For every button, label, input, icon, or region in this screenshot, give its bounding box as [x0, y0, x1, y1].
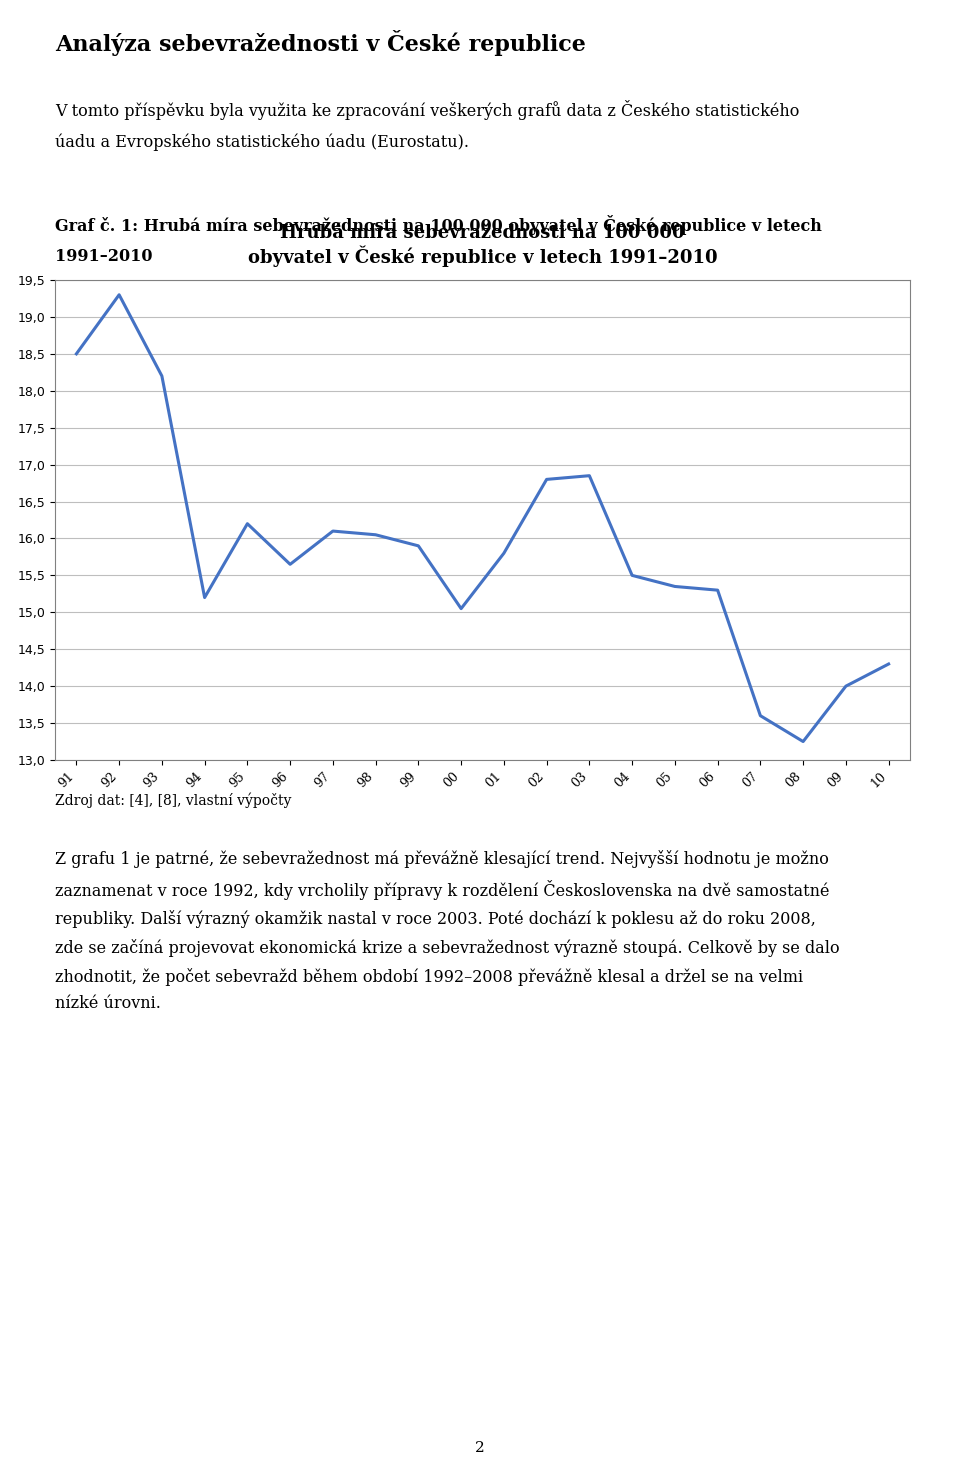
Text: V tomto příspěvku byla využita ke zpracování veškerých grafů data z Českého stat: V tomto příspěvku byla využita ke zpraco… — [55, 101, 800, 151]
Title: Hrubá míra sebevražednosti na 100 000
obyvatel v České republice v letech 1991–2: Hrubá míra sebevražednosti na 100 000 ob… — [248, 225, 717, 268]
Text: Z grafu 1 je patrné, že sebevražednost má převážně klesající trend. Nejvyšší hod: Z grafu 1 je patrné, že sebevražednost m… — [55, 850, 840, 1012]
Text: 2: 2 — [475, 1441, 485, 1455]
Text: Analýza sebevražednosti v České republice: Analýza sebevražednosti v České republic… — [55, 30, 586, 56]
Text: Graf č. 1: Hrubá míra sebevražednosti na 100 000 obyvatel v České republice v le: Graf č. 1: Hrubá míra sebevražednosti na… — [55, 214, 822, 235]
Text: Zdroj dat: [4], [8], vlastní výpočty: Zdroj dat: [4], [8], vlastní výpočty — [55, 793, 292, 809]
Text: 1991–2010: 1991–2010 — [55, 248, 153, 265]
